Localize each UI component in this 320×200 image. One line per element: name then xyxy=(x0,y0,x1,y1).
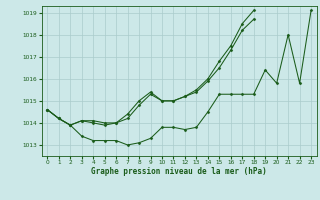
X-axis label: Graphe pression niveau de la mer (hPa): Graphe pression niveau de la mer (hPa) xyxy=(91,167,267,176)
